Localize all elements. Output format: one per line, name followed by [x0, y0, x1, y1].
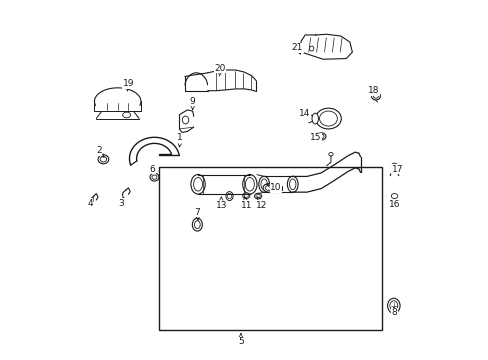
Text: 14: 14 — [298, 109, 309, 118]
Text: 18: 18 — [367, 86, 379, 95]
Text: 1: 1 — [177, 133, 183, 147]
Text: 12: 12 — [255, 197, 267, 210]
Ellipse shape — [194, 221, 200, 229]
Text: 10: 10 — [266, 183, 281, 192]
Ellipse shape — [287, 176, 298, 192]
Ellipse shape — [319, 111, 337, 126]
Ellipse shape — [263, 184, 274, 192]
Ellipse shape — [100, 157, 106, 162]
Text: 20: 20 — [214, 64, 225, 76]
Text: 13: 13 — [215, 197, 226, 210]
Ellipse shape — [150, 173, 159, 181]
Ellipse shape — [289, 179, 295, 190]
Ellipse shape — [318, 134, 324, 139]
Ellipse shape — [193, 177, 202, 191]
Ellipse shape — [242, 175, 257, 194]
Text: 21: 21 — [291, 43, 303, 54]
Text: 3: 3 — [118, 197, 124, 208]
Ellipse shape — [227, 193, 231, 199]
Text: 16: 16 — [388, 200, 400, 209]
Ellipse shape — [315, 108, 341, 129]
Text: 9: 9 — [189, 97, 195, 109]
Ellipse shape — [192, 218, 202, 231]
Text: 2: 2 — [96, 146, 104, 157]
Ellipse shape — [373, 94, 378, 98]
Ellipse shape — [190, 175, 205, 194]
Ellipse shape — [244, 194, 248, 197]
Text: 11: 11 — [240, 197, 251, 210]
Ellipse shape — [311, 113, 318, 124]
Text: 4: 4 — [87, 198, 93, 208]
Ellipse shape — [389, 301, 397, 311]
Ellipse shape — [316, 133, 325, 140]
Ellipse shape — [371, 92, 380, 100]
Ellipse shape — [254, 193, 261, 199]
Text: 6: 6 — [149, 165, 155, 174]
Ellipse shape — [152, 175, 157, 179]
Ellipse shape — [328, 153, 332, 156]
Text: 7: 7 — [194, 208, 200, 220]
Text: 15: 15 — [309, 133, 321, 142]
Ellipse shape — [387, 298, 399, 313]
Ellipse shape — [390, 163, 397, 168]
Ellipse shape — [225, 192, 233, 201]
Ellipse shape — [182, 116, 188, 124]
Text: 5: 5 — [238, 333, 244, 346]
Text: 19: 19 — [122, 79, 134, 91]
Ellipse shape — [264, 185, 272, 190]
Ellipse shape — [242, 193, 249, 199]
Ellipse shape — [122, 112, 130, 118]
Ellipse shape — [98, 155, 108, 164]
Ellipse shape — [258, 176, 269, 192]
Text: 8: 8 — [391, 307, 397, 318]
Ellipse shape — [245, 177, 254, 191]
Ellipse shape — [390, 194, 397, 199]
Ellipse shape — [309, 46, 313, 51]
Ellipse shape — [261, 179, 267, 190]
Ellipse shape — [255, 194, 260, 198]
Bar — [159, 167, 381, 330]
Text: 17: 17 — [391, 165, 402, 174]
